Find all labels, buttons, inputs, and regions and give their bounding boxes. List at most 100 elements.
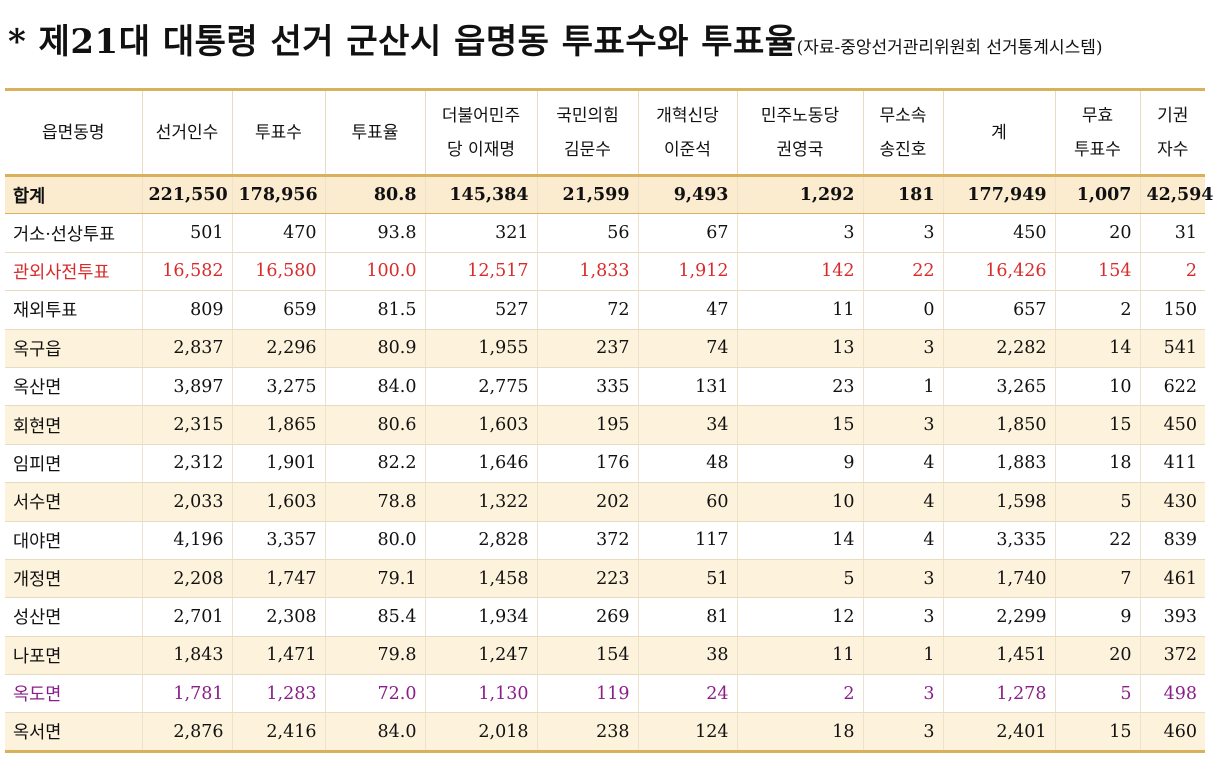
table-cell: 117 [638, 521, 738, 560]
column-header-line: 무소속 [879, 105, 927, 126]
table-cell: 93.8 [325, 213, 426, 253]
row-label: 옥도면 [5, 674, 143, 714]
table-cell: 15 [1055, 405, 1141, 445]
table-cell: 3 [863, 712, 944, 753]
column-header-line: 국민의힘 [556, 105, 619, 126]
table-cell: 1,603 [232, 482, 326, 522]
row-label: 옥구읍 [5, 329, 143, 368]
table-cell: 335 [537, 367, 639, 407]
table-cell: 67 [638, 213, 738, 253]
table-cell: 21,599 [537, 175, 639, 215]
table-cell: 3 [863, 405, 944, 445]
table-cell: 7 [1055, 559, 1141, 599]
table-cell: 450 [1140, 405, 1205, 445]
table-cell: 2,018 [425, 712, 538, 753]
row-label: 옥산면 [5, 367, 143, 407]
table-cell: 1 [863, 636, 944, 676]
column-header: 투표율 [325, 88, 426, 177]
table-cell: 1,955 [425, 329, 538, 368]
table-cell: 22 [1055, 521, 1141, 560]
table-cell: 1,451 [943, 636, 1056, 676]
table-cell: 4 [863, 521, 944, 560]
table-cell: 411 [1140, 444, 1205, 484]
column-header: 민주노동당 권영국 [737, 88, 864, 177]
table-cell: 238 [537, 712, 639, 753]
table-cell: 372 [1140, 636, 1205, 676]
table-cell: 659 [232, 290, 326, 330]
total-row: 합계 221,550 178,956 80.8 145,384 21,599 9,493 1,… [5, 175, 1213, 215]
table-cell: 4 [863, 444, 944, 484]
table-cell: 176 [537, 444, 639, 484]
table-cell: 1,833 [537, 252, 639, 292]
table-cell: 1,850 [943, 405, 1056, 445]
table-cell: 2,837 [142, 329, 233, 368]
table-cell: 2,312 [142, 444, 233, 484]
table-row: 개정면 2,208 1,747 79.1 1,458 223 51 5 3 1,740 7 461 [5, 559, 1205, 599]
table-cell: 1,883 [943, 444, 1056, 484]
column-header-line: 민주노동당 [760, 105, 840, 126]
table-cell: 1,912 [638, 252, 738, 292]
table-cell: 23 [737, 367, 864, 407]
table-row: 옥구읍 2,837 2,296 80.9 1,955 237 74 13 3 2,282 14 541 [5, 329, 1205, 368]
table-cell: 16,426 [943, 252, 1056, 292]
table-cell: 3,897 [142, 367, 233, 407]
table-cell: 80.6 [325, 405, 426, 445]
table-row: 서수면 2,033 1,603 78.8 1,322 202 60 10 4 1,598 5 430 [5, 482, 1205, 522]
vote-table: 읍면동명 선거인수 투표수 투표율 더불어민주 당 이재명 국민의힘 김문수 개혁신당 이준석 민주… [5, 88, 1213, 753]
table-cell: 18 [1055, 444, 1141, 484]
table-cell: 85.4 [325, 597, 426, 637]
table-cell: 11 [737, 636, 864, 676]
table-cell: 1,781 [142, 674, 233, 714]
table-cell: 60 [638, 482, 738, 522]
row-label: 회현면 [5, 405, 143, 445]
column-header-line: 읍면동명 [41, 122, 105, 143]
table-cell: 154 [537, 636, 639, 676]
table-cell: 2,315 [142, 405, 233, 445]
table-cell: 5 [737, 559, 864, 599]
table-cell: 18 [737, 712, 864, 753]
column-header: 무소속 송진호 [863, 88, 944, 177]
page-title: * 제21대 대통령 선거 군산시 읍명동 투표수와 투표율(자료-중앙선거관리… [8, 14, 1103, 74]
row-label: 개정면 [5, 559, 143, 599]
title-main: * 제21대 대통령 선거 군산시 읍명동 투표수와 투표율 [8, 22, 797, 62]
row-label: 합계 [5, 175, 143, 215]
column-header: 읍면동명 [5, 88, 143, 177]
table-cell: 4 [863, 482, 944, 522]
column-header-line: 더불어민주 [441, 105, 521, 126]
table-cell: 124 [638, 712, 738, 753]
table-cell: 14 [1055, 329, 1141, 368]
table-cell: 1,740 [943, 559, 1056, 599]
table-cell: 470 [232, 213, 326, 253]
table-cell: 1,471 [232, 636, 326, 676]
table-cell: 1,747 [232, 559, 326, 599]
table-cell: 150 [1140, 290, 1205, 330]
table-cell: 81.5 [325, 290, 426, 330]
column-header: 국민의힘 김문수 [537, 88, 639, 177]
column-header-line: 자수 [1157, 139, 1189, 160]
table-cell: 81 [638, 597, 738, 637]
table-cell: 321 [425, 213, 538, 253]
table-cell: 11 [737, 290, 864, 330]
table-row: 옥서면 2,876 2,416 84.0 2,018 238 124 18 3 2,401 15 46… [5, 712, 1205, 753]
column-header: 더불어민주 당 이재명 [425, 88, 538, 177]
table-cell: 12 [737, 597, 864, 637]
table-cell: 80.9 [325, 329, 426, 368]
table-cell: 80.0 [325, 521, 426, 560]
table-cell: 38 [638, 636, 738, 676]
table-cell: 5 [1055, 674, 1141, 714]
table-row: 대야면 4,196 3,357 80.0 2,828 372 117 14 4 3,335 22 83… [5, 521, 1205, 560]
table-cell: 12,517 [425, 252, 538, 292]
table-cell: 4,196 [142, 521, 233, 560]
table-cell: 1,322 [425, 482, 538, 522]
table-cell: 51 [638, 559, 738, 599]
table-row: 재외투표 809 659 81.5 527 72 47 11 0 657 2 150 [5, 290, 1205, 330]
table-cell: 119 [537, 674, 639, 714]
column-header: 계 [943, 88, 1056, 177]
column-header-line: 개혁신당 [656, 105, 719, 126]
column-header-line: 기권 [1157, 105, 1189, 126]
table-cell: 450 [943, 213, 1056, 253]
table-cell: 56 [537, 213, 639, 253]
table-cell: 84.0 [325, 367, 426, 407]
table-cell: 2 [737, 674, 864, 714]
table-cell: 541 [1140, 329, 1205, 368]
